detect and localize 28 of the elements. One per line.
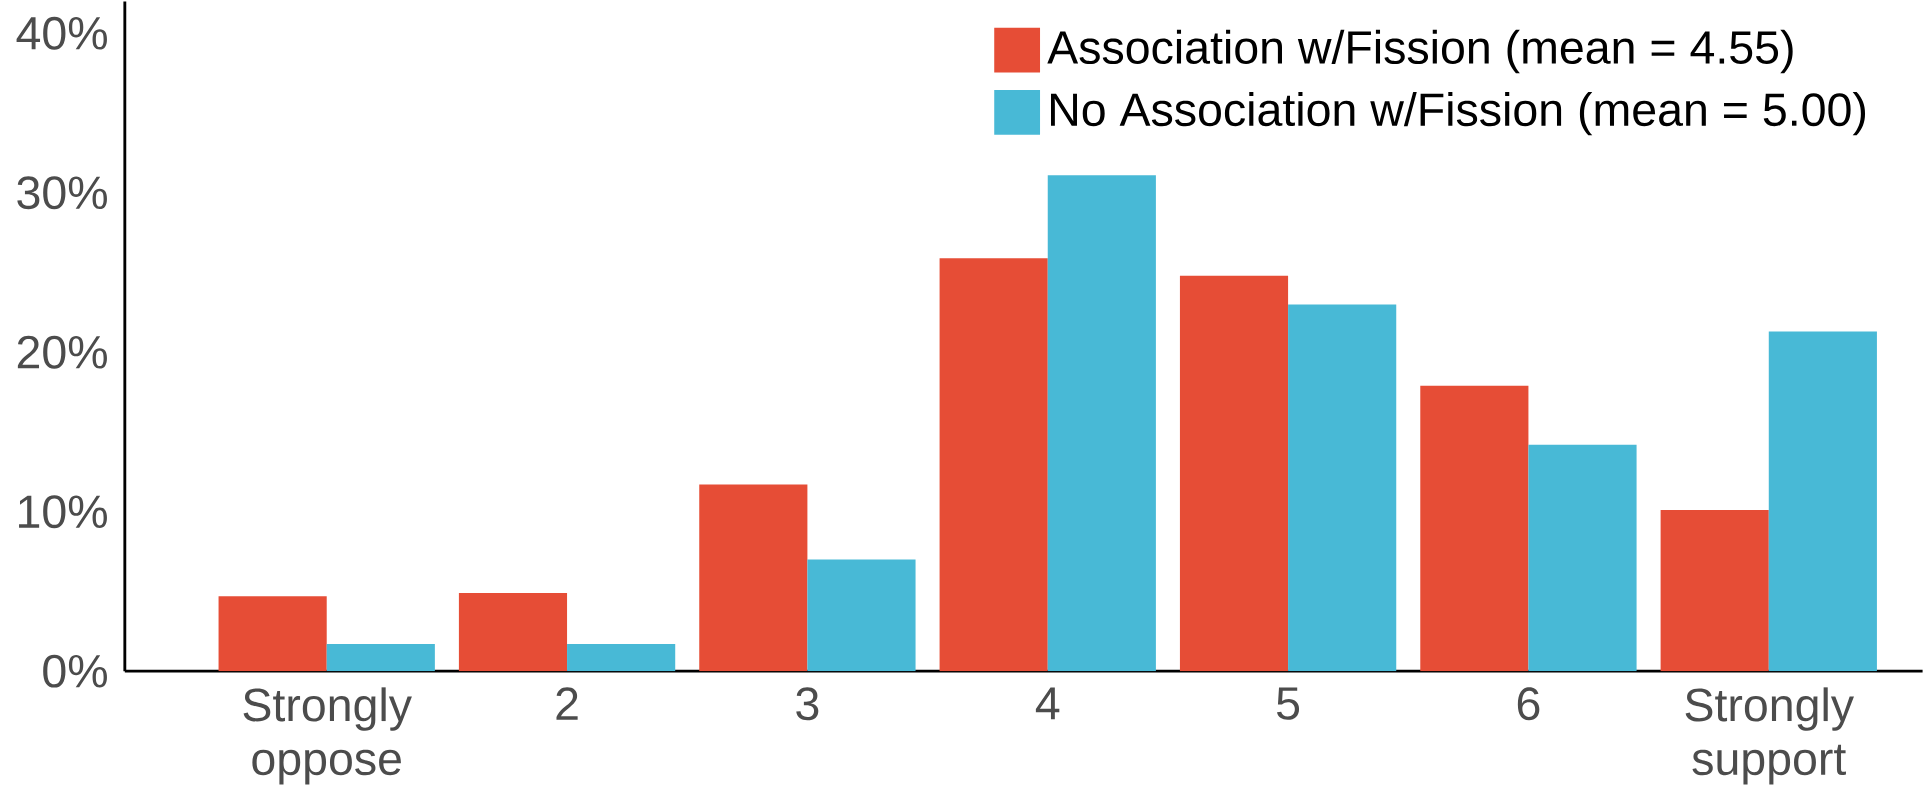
- y-tick-label: 10%: [19, 495, 107, 529]
- bar: [1179, 275, 1289, 672]
- bar: [1768, 331, 1877, 672]
- y-tick-label: 40%: [16, 16, 107, 50]
- bar: [807, 559, 916, 672]
- bar: [1528, 444, 1637, 672]
- bar: [1420, 385, 1529, 672]
- x-tick-label: 4: [1035, 687, 1060, 720]
- legend-label: No Association w/Fission (mean = 5.00): [1051, 92, 1866, 136]
- bar: [939, 258, 1048, 672]
- x-tick-label: 3: [796, 687, 819, 721]
- bar: [218, 596, 327, 672]
- bar: [1288, 304, 1397, 672]
- bar: [567, 644, 676, 672]
- x-tick-label: 5: [1277, 687, 1300, 720]
- bar: [1047, 175, 1156, 672]
- y-tick-label: 30%: [17, 176, 107, 210]
- x-tick-label: Strongly support: [1685, 687, 1854, 785]
- bar: [326, 644, 435, 672]
- bar: [699, 484, 808, 672]
- x-tick-label: 2: [556, 687, 578, 720]
- legend-label: Association w/Fission (mean = 4.55): [1047, 29, 1793, 74]
- x-tick-label: Strongly oppose: [243, 687, 412, 785]
- y-tick-label: 20%: [17, 335, 107, 369]
- x-tick-label: 6: [1517, 687, 1540, 721]
- bar: [458, 593, 568, 672]
- bar: [1660, 510, 1769, 672]
- y-tick-label: 0%: [43, 654, 107, 688]
